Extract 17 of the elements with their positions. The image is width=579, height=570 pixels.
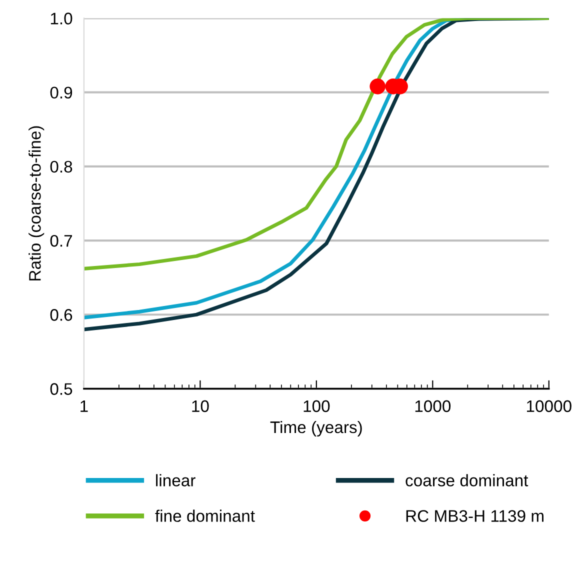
legend-label: fine dominant xyxy=(155,510,255,522)
legend-label: linear xyxy=(156,474,196,486)
x-tick-label: 100 xyxy=(304,400,330,412)
y-tick-label: 1.0 xyxy=(50,12,72,24)
y-tick-label: 0.9 xyxy=(50,86,72,99)
x-tick-label: 10 xyxy=(192,400,209,412)
y-tick-label: 0.5 xyxy=(50,383,72,395)
x-axis-title: Time (years) xyxy=(270,420,362,436)
legend-label: coarse dominant xyxy=(406,474,528,486)
y-tick-label: 0.6 xyxy=(50,309,72,321)
legend-label: RC MB3-H 1139 m xyxy=(406,510,544,522)
y-axis-title: Ratio (coarse-to-fine) xyxy=(28,126,44,280)
y-tick-label: 0.8 xyxy=(50,160,72,173)
x-tick-label: 10000 xyxy=(526,400,572,412)
x-tick-label: 1000 xyxy=(415,400,451,412)
x-tick-label: 1 xyxy=(80,400,88,412)
y-tick-label: 0.7 xyxy=(50,234,72,247)
